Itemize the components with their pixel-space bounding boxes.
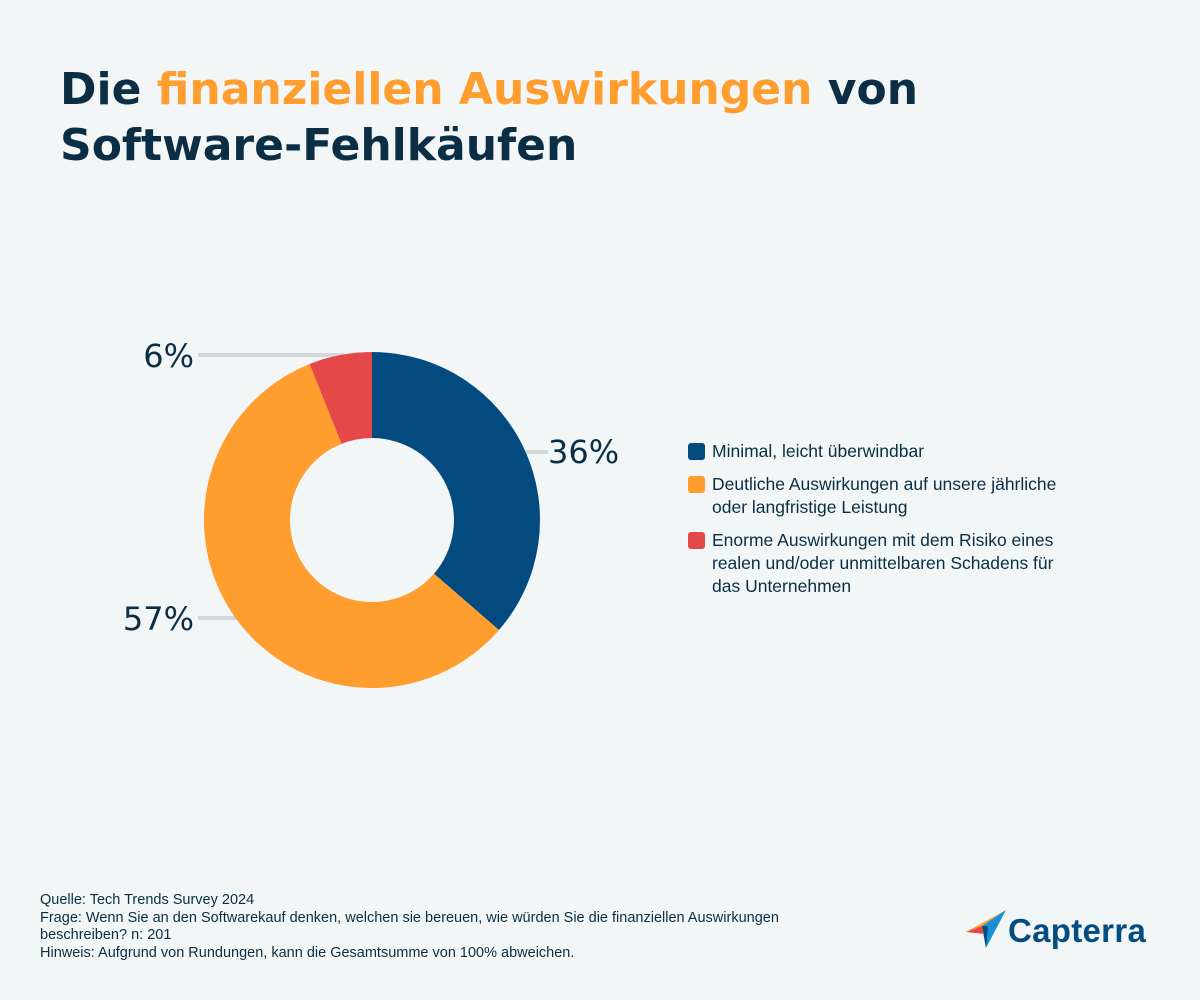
footer-source: Quelle: Tech Trends Survey 2024 — [40, 892, 255, 908]
footer-question: Frage: Wenn Sie an den Softwarekauf denk… — [40, 909, 779, 926]
capterra-wordmark: Capterra — [1008, 912, 1147, 949]
donut-slice-2 — [309, 352, 372, 444]
donut-slice-0 — [372, 352, 540, 631]
donut-slice-1 — [204, 364, 499, 688]
legend-swatch-red — [688, 532, 705, 549]
title-highlight: finanziellen Auswirkungen — [156, 64, 813, 115]
title-text-start: Die — [60, 64, 157, 115]
data-label-1: 57% — [123, 600, 194, 638]
legend-item-deutliche: Deutliche Auswirkungen auf unsere jährli… — [688, 473, 1108, 519]
legend-label: Minimal, leicht überwindbar — [712, 441, 925, 461]
legend-label: Deutliche Auswirkungen auf unsere jährli… — [712, 474, 1057, 517]
legend-swatch-blue — [688, 443, 705, 460]
title-line-2: Software-Fehlkäufen — [60, 120, 578, 171]
footer-notes: Quelle: Tech Trends Survey 2024 Frage: W… — [40, 892, 920, 962]
donut-chart: 36% 57% 6% — [123, 337, 619, 688]
legend-label: Enorme Auswirkungen mit dem Risiko eines… — [712, 530, 1054, 596]
data-label-0: 36% — [548, 433, 619, 471]
footer-note: Hinweis: Aufgrund von Rundungen, kann di… — [40, 944, 575, 961]
legend-swatch-orange — [688, 476, 705, 493]
legend-item-enorme: Enorme Auswirkungen mit dem Risiko eines… — [688, 529, 1108, 598]
title-text-end: von — [812, 64, 919, 115]
data-label-2: 6% — [143, 337, 194, 375]
chart-legend: Minimal, leicht überwindbar Deutliche Au… — [688, 440, 1108, 608]
capterra-logo: Capterra — [966, 910, 1146, 952]
capterra-arrow-icon — [966, 910, 1006, 948]
chart-title: Die finanziellen Auswirkungen von Softwa… — [60, 62, 1060, 174]
footer-question-cont: beschreiben? n: 201 — [40, 927, 172, 943]
legend-item-minimal: Minimal, leicht überwindbar — [688, 440, 1108, 463]
